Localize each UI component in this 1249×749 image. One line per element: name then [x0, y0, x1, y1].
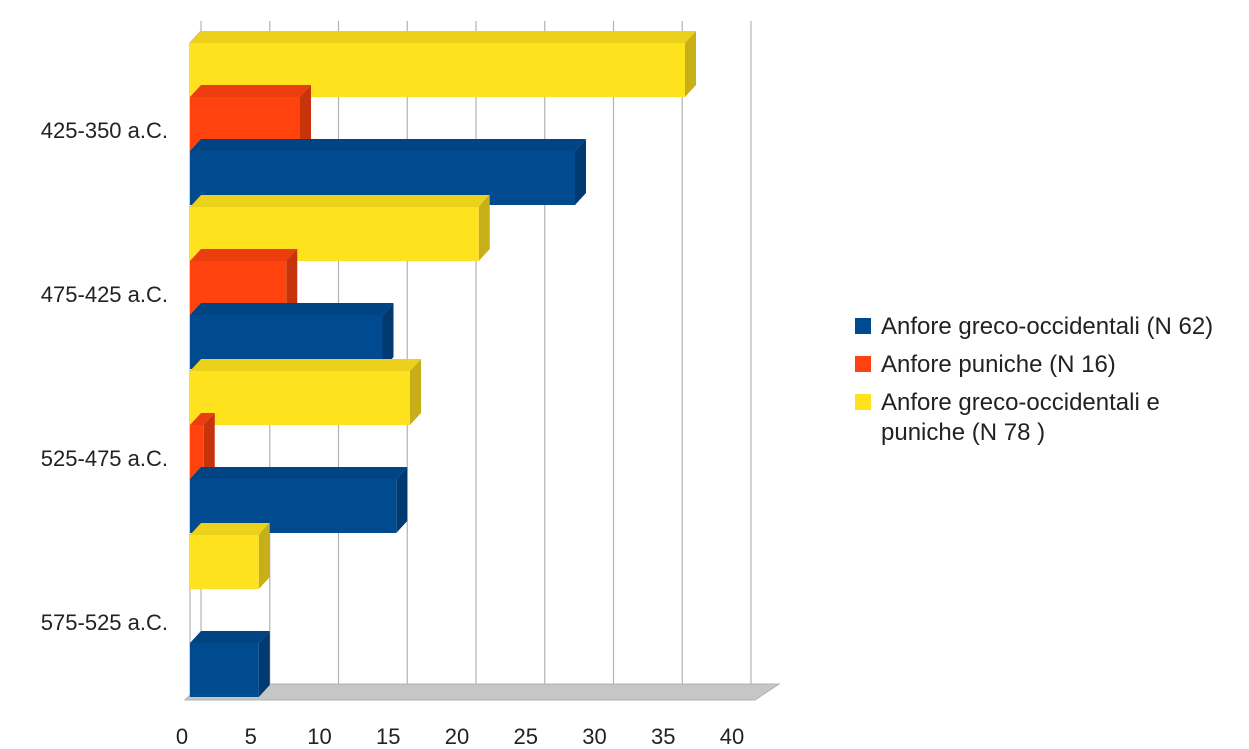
bar-front-1-1 [190, 425, 204, 479]
bar-top-1-1 [190, 413, 215, 425]
bar-2-0 [190, 523, 270, 589]
x-tick-label-2: 10 [307, 724, 331, 749]
x-tick-label-1: 5 [245, 724, 257, 749]
x-tick-label-8: 40 [720, 724, 744, 749]
x-tick-label-7: 35 [651, 724, 675, 749]
bar-side-0-1 [396, 467, 408, 533]
legend-swatch-puniche [855, 356, 871, 372]
bar-top-2-0 [190, 523, 270, 535]
bar-side-0-0 [258, 631, 270, 697]
bar-side-2-2 [478, 195, 490, 261]
legend-swatch-greco-occidentali [855, 318, 871, 334]
bar-top-1-3 [190, 85, 311, 97]
legend-item-greco-occidentali: Anfore greco-occidentali (N 62) [855, 312, 1245, 342]
bar-top-0-1 [190, 467, 408, 479]
bar-2-1 [190, 359, 421, 425]
legend: Anfore greco-occidentali (N 62) Anfore p… [855, 312, 1245, 456]
bar-2-3 [190, 31, 696, 97]
legend-item-puniche: Anfore puniche (N 16) [855, 350, 1245, 380]
bar-top-0-3 [190, 139, 586, 151]
bar-side-1-3 [300, 85, 311, 151]
category-label-1: 475-425 a.C. [41, 282, 168, 307]
bar-side-0-3 [575, 139, 586, 205]
category-label-3: 575-525 a.C. [41, 610, 168, 635]
legend-label-puniche: Anfore puniche (N 16) [881, 351, 1116, 378]
bar-front-0-0 [190, 643, 259, 697]
bar-top-1-2 [190, 249, 298, 261]
bar-top-2-3 [190, 31, 696, 43]
bar-top-0-2 [190, 303, 394, 315]
bar-top-0-0 [190, 631, 270, 643]
x-tick-label-3: 15 [376, 724, 400, 749]
x-tick-label-4: 20 [445, 724, 469, 749]
legend-label-greco-occidentali: Anfore greco-occidentali (N 62) [881, 313, 1214, 340]
bar-side-2-1 [410, 359, 421, 425]
x-tick-label-0: 0 [176, 724, 188, 749]
bar-side-2-3 [685, 31, 696, 97]
bar-top-2-1 [190, 359, 421, 371]
bar-side-2-0 [258, 523, 270, 589]
chart-plot: 0 5 10 15 20 25 30 35 40 425-350 a.C. 475-425 a.C… [41, 21, 781, 749]
x-axis-ticks: 0 5 10 15 20 25 30 35 40 [176, 724, 744, 749]
legend-swatch-greco-occidentali-e-puniche [855, 394, 871, 410]
category-labels: 425-350 a.C. 475-425 a.C. 525-475 a.C. 575-… [41, 118, 168, 635]
bar-side-0-2 [382, 303, 394, 369]
bar-1-1 [190, 413, 215, 479]
x-tick-label-6: 30 [582, 724, 606, 749]
legend-item-greco-occidentali-e-puniche: Anfore greco-occidentali e puniche (N 78… [855, 388, 1245, 448]
bar-side-1-1 [203, 413, 215, 479]
bar-front-2-1 [190, 371, 410, 425]
x-tick-label-5: 25 [514, 724, 538, 749]
bar-front-2-0 [190, 535, 259, 589]
bars [190, 31, 696, 697]
category-label-2: 525-475 a.C. [41, 446, 168, 471]
bar-2-2 [190, 195, 490, 261]
bar-top-2-2 [190, 195, 490, 207]
bar-1-2 [190, 249, 298, 315]
category-label-0: 425-350 a.C. [41, 118, 168, 143]
chart-floor [183, 683, 781, 701]
bar-0-0 [190, 631, 270, 697]
floor-plane [183, 683, 781, 701]
legend-label-greco-occidentali-e-puniche: Anfore greco-occidentali e puniche (N 78… [881, 389, 1160, 446]
bar-side-1-2 [286, 249, 298, 315]
